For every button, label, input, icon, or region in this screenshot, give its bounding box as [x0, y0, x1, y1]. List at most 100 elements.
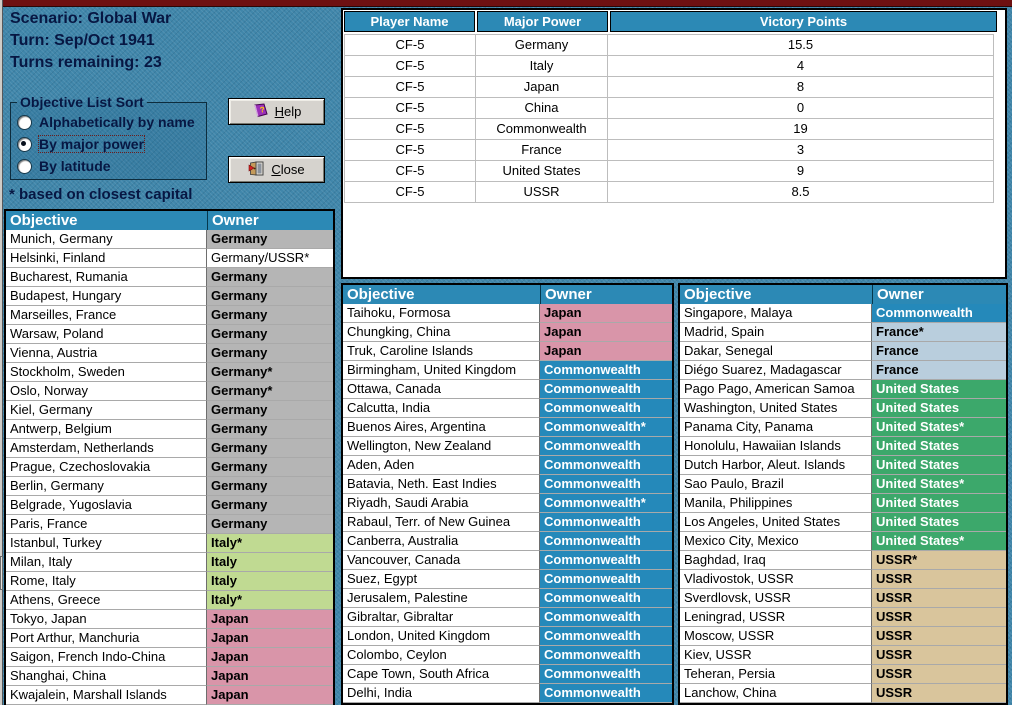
objective-table-pacific-commonwealth: Objective Owner Taihoku, Formosa Japan Chu…	[341, 283, 674, 705]
owner-cell: Commonwealth	[540, 475, 672, 494]
objective-cell: Dutch Harbor, Aleut. Islands	[680, 456, 872, 475]
objective-cell: Baghdad, Iraq	[680, 551, 872, 570]
victory-points-cell: 15.5	[608, 35, 994, 56]
objective-cell: Chungking, China	[343, 323, 540, 342]
radio-label[interactable]: Alphabetically by name	[39, 114, 195, 130]
help-button[interactable]: ? Help	[228, 98, 325, 125]
objective-cell: Helsinki, Finland	[6, 249, 207, 268]
objective-cell: Athens, Greece	[6, 591, 207, 610]
table-row: Kiev, USSR USSR	[680, 646, 1006, 665]
owner-cell: Commonwealth	[872, 304, 1006, 323]
scenario-label: Scenario: Global War	[10, 10, 172, 27]
objective-column-header: Objective	[684, 286, 752, 303]
owner-cell: USSR*	[872, 551, 1006, 570]
table-row: Cape Town, South Africa Commonwealth	[343, 665, 672, 684]
owner-cell: Commonwealth*	[540, 494, 672, 513]
objective-cell: Jerusalem, Palestine	[343, 589, 540, 608]
help-button-label: Help	[274, 104, 302, 119]
objective-cell: Teheran, Persia	[680, 665, 872, 684]
owner-cell: Germany	[207, 401, 333, 420]
objective-table-header: Objective Owner	[680, 285, 1006, 304]
objective-cell: Mexico City, Mexico	[680, 532, 872, 551]
table-row: Saigon, French Indo-China Japan	[6, 648, 333, 667]
player-name-cell: CF-5	[345, 98, 476, 119]
table-row: Rome, Italy Italy	[6, 572, 333, 591]
objective-cell: Sverdlovsk, USSR	[680, 589, 872, 608]
player-name-cell: CF-5	[345, 35, 476, 56]
owner-cell: Japan	[207, 667, 333, 686]
table-row: Port Arthur, Manchuria Japan	[6, 629, 333, 648]
owner-column-header: Owner	[872, 285, 1006, 304]
objective-cell: Taihoku, Formosa	[343, 304, 540, 323]
owner-cell: Japan	[540, 304, 672, 323]
table-row: Chungking, China Japan	[343, 323, 672, 342]
player-name-cell: CF-5	[345, 161, 476, 182]
table-row: Mexico City, Mexico United States*	[680, 532, 1006, 551]
player-name-cell: CF-5	[345, 119, 476, 140]
player-name-cell: CF-5	[345, 77, 476, 98]
objective-cell: Colombo, Ceylon	[343, 646, 540, 665]
table-row: Warsaw, Poland Germany	[6, 325, 333, 344]
radio-button-icon[interactable]	[17, 136, 32, 152]
table-row: Belgrade, Yugoslavia Germany	[6, 496, 333, 515]
radio-label[interactable]: By major power	[37, 135, 146, 153]
owner-cell: Japan	[207, 629, 333, 648]
table-row: Shanghai, China Japan	[6, 667, 333, 686]
owner-cell: Germany*	[207, 363, 333, 382]
radio-sort-major-power[interactable]: By major power	[17, 133, 200, 155]
objective-cell: Sao Paulo, Brazil	[680, 475, 872, 494]
owner-cell: Germany	[207, 439, 333, 458]
objective-cell: Kwajalein, Marshall Islands	[6, 686, 207, 705]
objective-cell: Amsterdam, Netherlands	[6, 439, 207, 458]
table-row: Helsinki, Finland Germany/USSR*	[6, 249, 333, 268]
owner-cell: Commonwealth	[540, 627, 672, 646]
owner-cell: USSR	[872, 665, 1006, 684]
table-row: Pago Pago, American Samoa United States	[680, 380, 1006, 399]
objective-cell: Cape Town, South Africa	[343, 665, 540, 684]
radio-button-icon[interactable]	[17, 158, 32, 174]
radio-sort-alphabetical[interactable]: Alphabetically by name	[17, 111, 200, 133]
owner-cell: United States*	[872, 475, 1006, 494]
close-button[interactable]: Close	[228, 156, 325, 183]
major-power-cell: France	[476, 140, 608, 161]
objective-cell: Manila, Philippines	[680, 494, 872, 513]
owner-cell: USSR	[872, 608, 1006, 627]
table-row: Kwajalein, Marshall Islands Japan	[6, 686, 333, 705]
objective-cell: Marseilles, France	[6, 306, 207, 325]
objective-cell: Kiel, Germany	[6, 401, 207, 420]
table-row: Truk, Caroline Islands Japan	[343, 342, 672, 361]
vp-header-victory-points: Victory Points	[610, 11, 997, 32]
table-row: Gibraltar, Gibraltar Commonwealth	[343, 608, 672, 627]
table-row: Antwerp, Belgium Germany	[6, 420, 333, 439]
objective-cell: Panama City, Panama	[680, 418, 872, 437]
player-name-cell: CF-5	[345, 56, 476, 77]
major-power-cell: Italy	[476, 56, 608, 77]
owner-cell: Commonwealth*	[540, 418, 672, 437]
turn-label: Turn: Sep/Oct 1941	[10, 32, 155, 49]
table-row: Vladivostok, USSR USSR	[680, 570, 1006, 589]
major-power-cell: China	[476, 98, 608, 119]
owner-cell: Commonwealth	[540, 608, 672, 627]
radio-label[interactable]: By latitude	[39, 158, 111, 174]
objective-cell: Bucharest, Rumania	[6, 268, 207, 287]
vp-header-player-name: Player Name	[344, 11, 475, 32]
owner-cell: United States*	[872, 418, 1006, 437]
objective-cell: Vancouver, Canada	[343, 551, 540, 570]
vp-table-row: CF-5 USSR 8.5	[345, 182, 994, 203]
major-power-cell: Japan	[476, 77, 608, 98]
table-row: Manila, Philippines United States	[680, 494, 1006, 513]
owner-cell: Commonwealth	[540, 646, 672, 665]
vp-table-header: Player Name Major Power Victory Points	[344, 11, 1005, 32]
objective-cell: Kiev, USSR	[680, 646, 872, 665]
table-row: Delhi, India Commonwealth	[343, 684, 672, 703]
radio-button-icon[interactable]	[17, 114, 32, 130]
owner-cell: Germany	[207, 268, 333, 287]
radio-sort-latitude[interactable]: By latitude	[17, 155, 200, 177]
objective-cell: Budapest, Hungary	[6, 287, 207, 306]
table-row: Kiel, Germany Germany	[6, 401, 333, 420]
objective-cell: Antwerp, Belgium	[6, 420, 207, 439]
table-row: Leningrad, USSR USSR	[680, 608, 1006, 627]
owner-cell: Japan	[207, 686, 333, 705]
objective-cell: Munich, Germany	[6, 230, 207, 249]
